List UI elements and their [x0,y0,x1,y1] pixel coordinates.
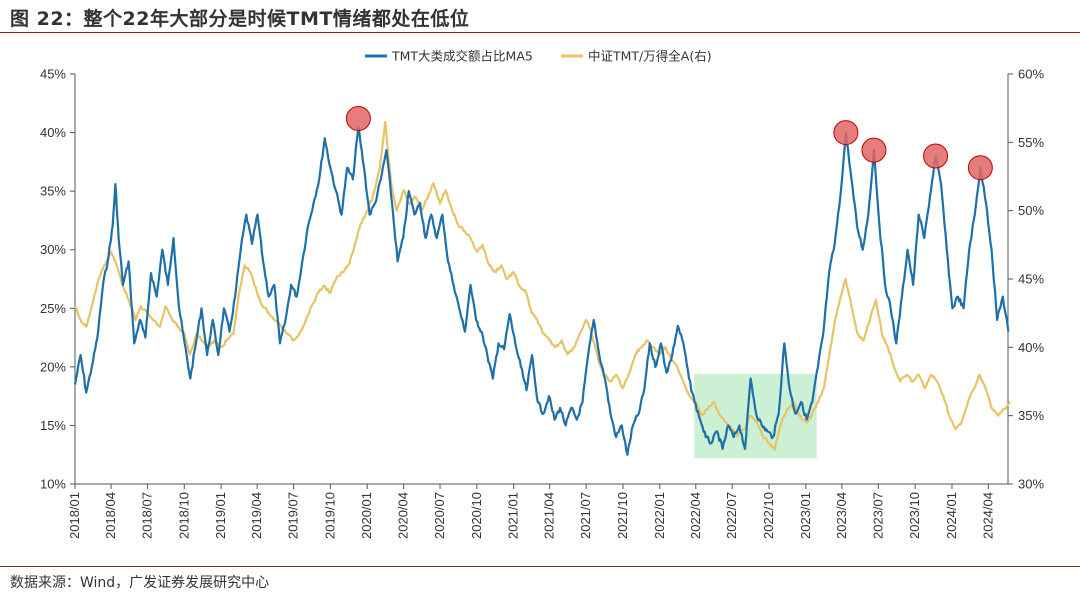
x-tick-label: 2021/01 [506,492,521,539]
y-right-tick-label: 55% [1018,135,1044,150]
y-left-tick-label: 30% [40,242,66,257]
figure-title: 图 22：整个22年大部分是时候TMT情绪都处在低位 [10,8,470,30]
y-left-tick-label: 10% [40,477,66,492]
x-tick-label: 2018/07 [139,492,154,539]
y-right-tick-label: 60% [1018,67,1044,82]
x-tick-label: 2019/01 [213,492,228,539]
x-tick-label: 2020/10 [469,492,484,539]
legend-label-blue: TMT大类成交额占比MA5 [391,49,533,64]
y-left-tick-label: 20% [40,359,66,374]
highlight-region [694,373,817,459]
peak-marker [833,120,859,146]
peak-marker-layer [345,106,993,181]
series-line-tmt-turnover-ratio [73,125,1010,456]
source-rule [0,566,1080,567]
peak-marker [967,155,993,181]
x-tick-label: 2021/04 [542,492,557,539]
chart: 10% 15% 20% 25% 30% 35% 40% 45% 30% 35% 40% 45% 50% 5… [40,49,1044,540]
y-right-tick-label: 40% [1018,340,1044,355]
highlight-region-layer [694,373,817,459]
x-tick-label: 2019/04 [249,492,264,539]
y-left-tick-label: 40% [40,125,66,140]
y-left-tick-label: 45% [40,67,66,82]
x-tick-label: 2020/07 [432,492,447,539]
y-right-tick-label: 45% [1018,272,1044,287]
y-left-tick-label: 15% [40,418,66,433]
y-right-tick-label: 35% [1018,408,1044,423]
x-tick-label: 2023/01 [798,492,813,539]
x-tick-label: 2021/10 [615,492,630,539]
series-layer [73,120,1011,456]
x-tick-label: 2018/10 [176,492,191,539]
y-right-tick-label: 30% [1018,477,1044,492]
x-tick-label: 2019/10 [322,492,337,539]
y-left-tick-label: 35% [40,184,66,199]
x-tick-label: 2024/01 [944,492,959,539]
x-tick-label: 2020/01 [359,492,374,539]
x-tick-label: 2023/10 [907,492,922,539]
peak-marker [861,137,887,163]
x-tick-label: 2022/07 [724,492,739,539]
legend: TMT大类成交额占比MA5 中证TMT/万得全A(右) [365,49,712,64]
x-tick-label: 2018/01 [67,492,82,539]
x-tick-label: 2024/04 [980,492,995,539]
x-tick-label: 2023/04 [834,492,849,539]
x-tick-label: 2022/01 [652,492,667,539]
title-rule [0,32,1080,33]
x-tick-label: 2021/07 [578,492,593,539]
axis-layer: 10% 15% 20% 25% 30% 35% 40% 45% 30% 35% 40% 45% 50% 5… [40,67,1044,540]
peak-marker [345,106,371,132]
legend-label-gold: 中证TMT/万得全A(右) [588,49,712,64]
title-bar: 图 22：整个22年大部分是时候TMT情绪都处在低位 [0,0,1080,34]
x-tick-label: 2018/04 [103,492,118,539]
series-line-tmt-relative-index [74,120,1011,451]
source-note: 数据来源：Wind，广发证券发展研究中心 [10,575,270,591]
x-tick-label: 2022/10 [761,492,776,539]
y-left-tick-label: 25% [40,301,66,316]
x-tick-label: 2019/07 [286,492,301,539]
y-right-tick-label: 50% [1018,203,1044,218]
x-tick-label: 2020/04 [396,492,411,539]
x-tick-label: 2023/07 [870,492,885,539]
peak-marker [923,143,949,169]
x-tick-label: 2022/04 [688,492,703,539]
